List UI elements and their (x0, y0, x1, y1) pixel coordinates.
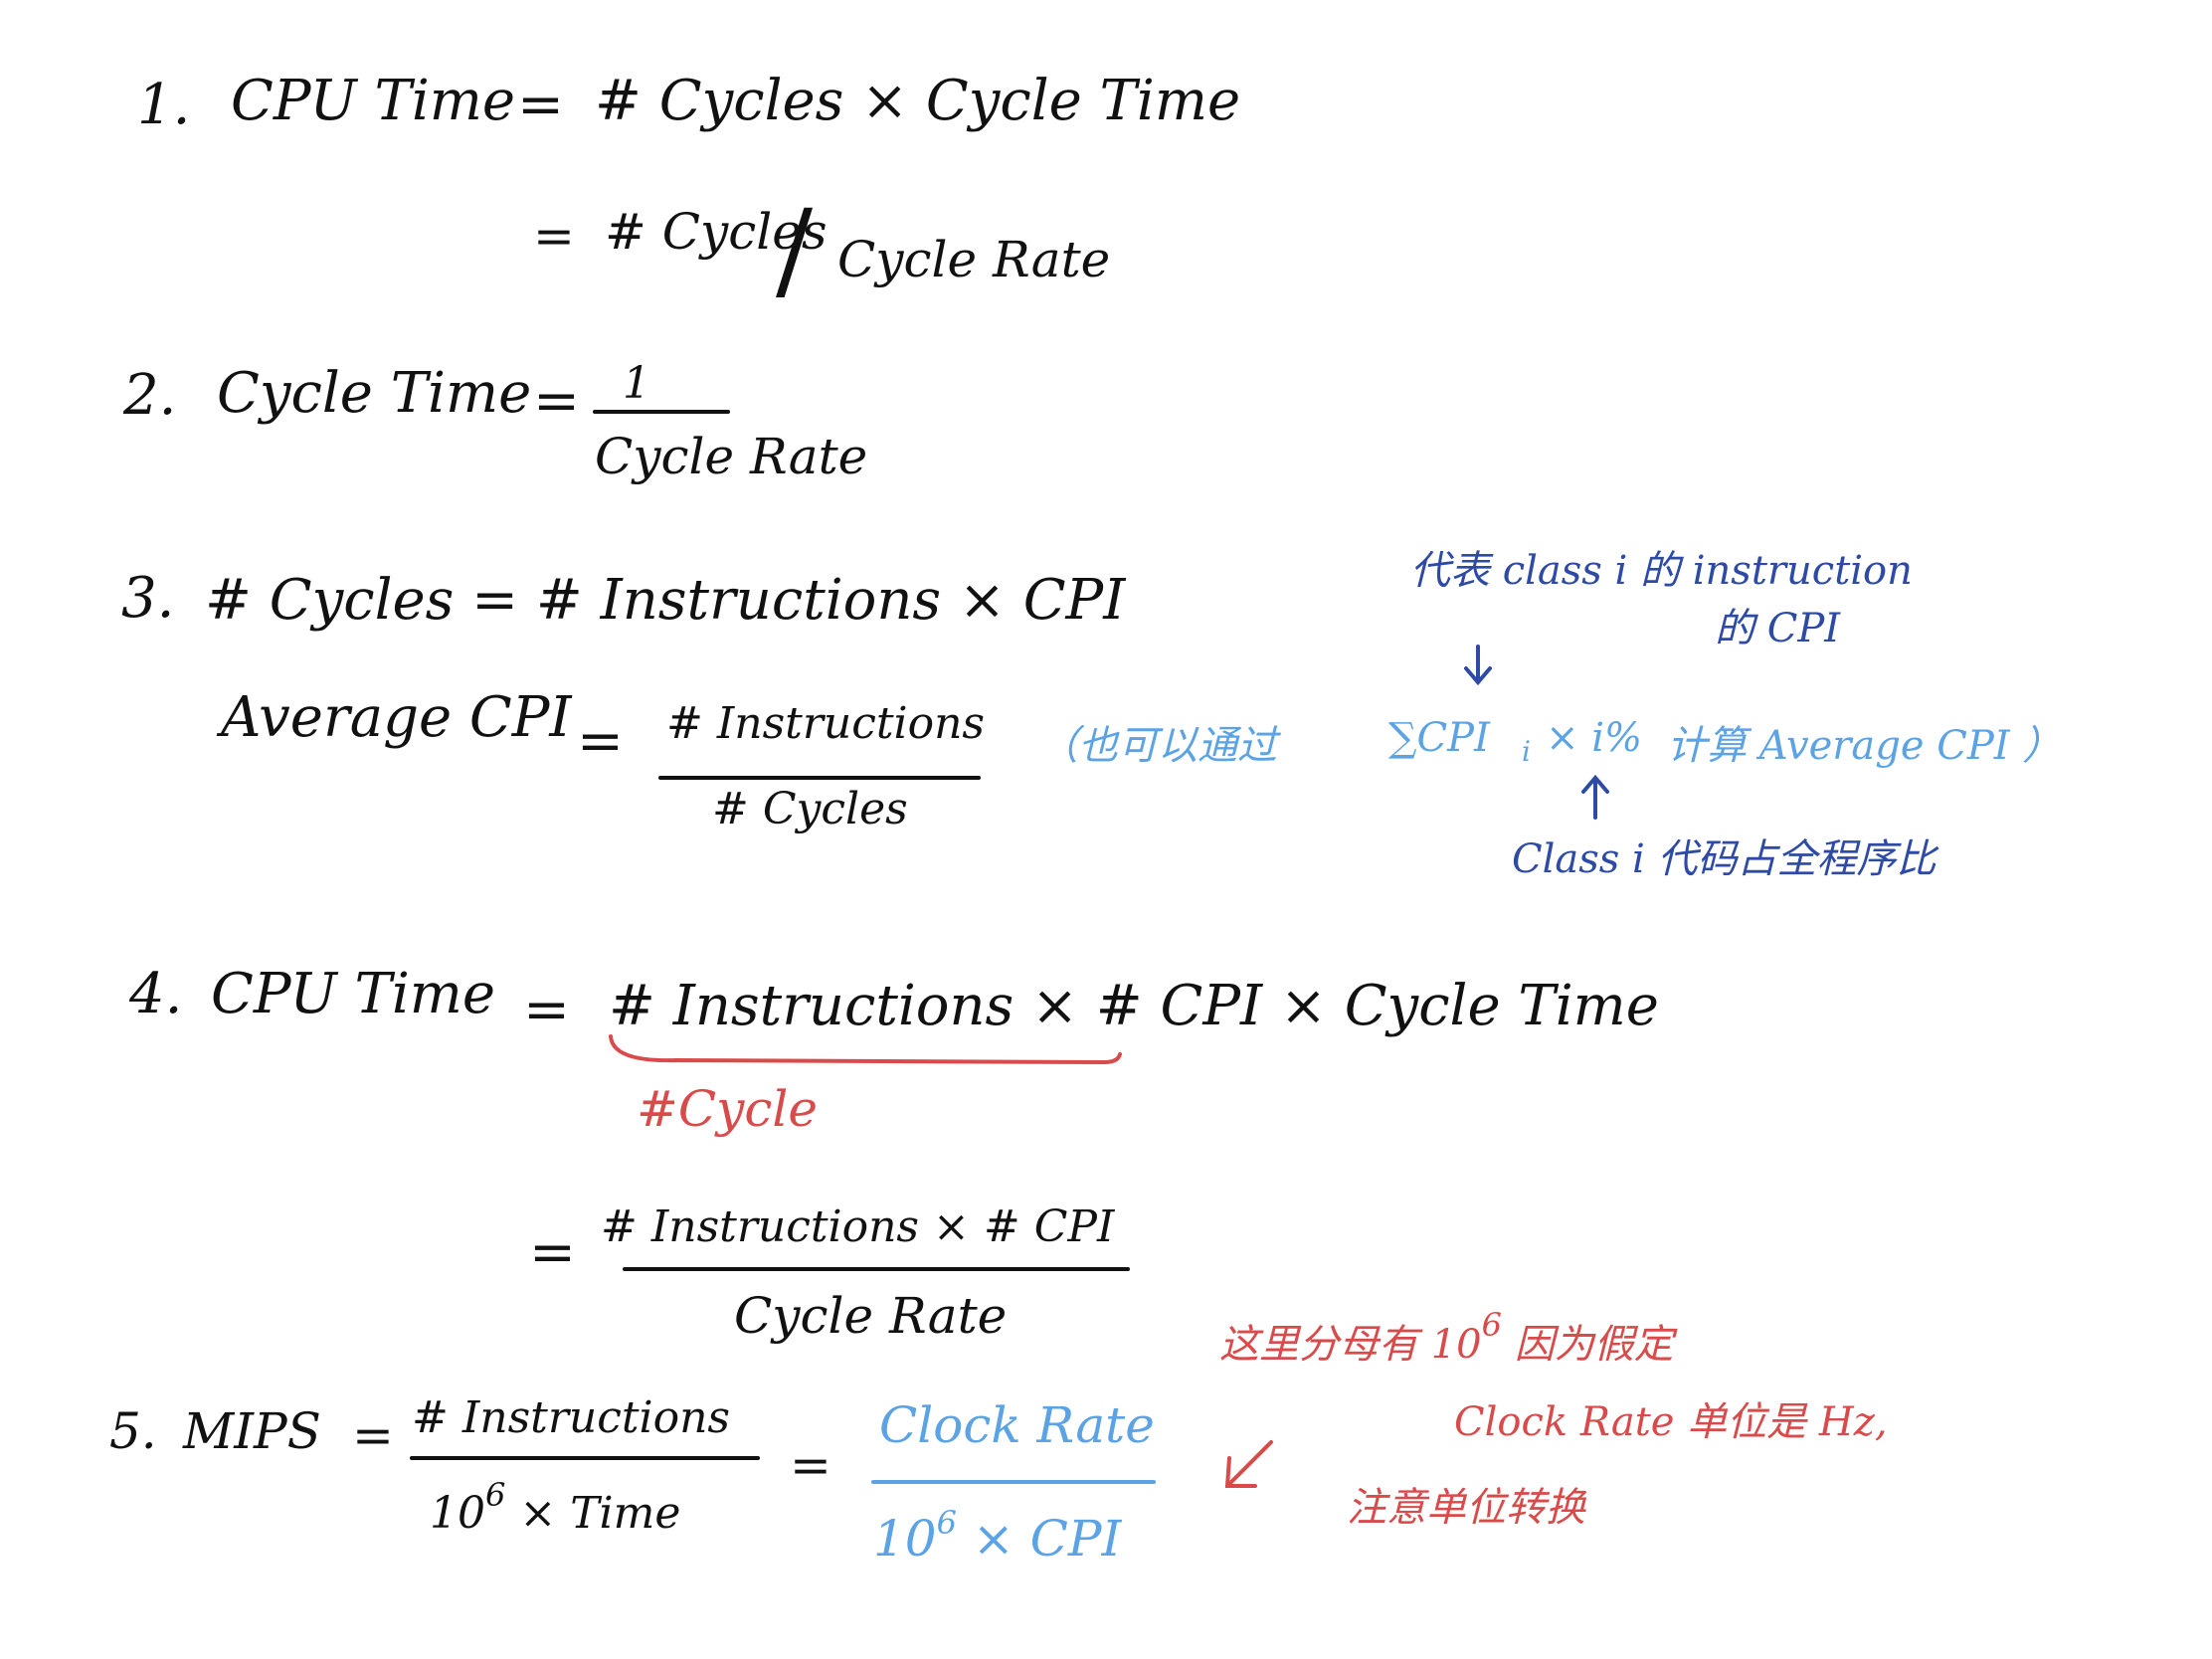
note5-line1: 这里分母有 106 因为假定 (1219, 1309, 1674, 1368)
f5-number: 5. (109, 1402, 157, 1460)
f1-cycles: # Cycles (605, 203, 828, 261)
f5-numerator: # Instructions (412, 1392, 731, 1443)
note3-sigma-cpi: ∑CPI (1388, 715, 1490, 761)
f5-denominator-2-rest: × CPI (972, 1510, 1122, 1567)
f2-fraction-bar (593, 410, 730, 414)
f3-average-lhs: Average CPI (221, 685, 572, 750)
f1-slash: / (776, 186, 814, 313)
f3-number: 3. (121, 566, 175, 631)
f5-denominator: 106 × Time (430, 1479, 680, 1536)
f2-numerator: 1 (623, 358, 650, 409)
f4-brace-label: #Cycle (637, 1080, 818, 1138)
f2-equals: = (533, 369, 580, 434)
f4-equals-2: = (529, 1220, 576, 1285)
f1-equals: = (517, 73, 564, 137)
note5-line1-a: 这里分母有 10 (1219, 1322, 1482, 1368)
f4-denominator: Cycle Rate (734, 1287, 1008, 1345)
f2-denominator: Cycle Rate (595, 428, 868, 485)
f4-equals: = (523, 978, 570, 1042)
pointer-arrow-icon (1224, 1440, 1273, 1488)
f5-fraction-bar-2 (871, 1480, 1156, 1484)
f5-equals: = (352, 1406, 394, 1464)
f5-lhs: MIPS (183, 1402, 321, 1460)
up-arrow-icon (1581, 774, 1609, 820)
f5-numerator-2: Clock Rate (879, 1396, 1155, 1454)
f1-lhs: CPU Time (231, 69, 516, 133)
f3-numerator: # Instructions (666, 698, 986, 749)
f3-equals: = (577, 709, 624, 774)
f4-fraction-bar (623, 1267, 1130, 1271)
note3-aside-close: 计算 Average CPI ） (1667, 723, 2063, 769)
f4-number: 4. (129, 962, 183, 1026)
f4-numerator: # Instructions × # CPI (601, 1201, 1115, 1252)
f5-denominator-2-exponent: 6 (936, 1504, 957, 1542)
cycle-underbrace (609, 1034, 1122, 1065)
f1-rhs: # Cycles × Cycle Time (595, 69, 1241, 133)
note5-line3: 注意单位转换 (1347, 1485, 1585, 1531)
f2-number: 2. (123, 363, 177, 428)
f5-denominator-base: 10 (430, 1488, 485, 1539)
note3-aside-open: （也可以通过 (1038, 723, 1277, 769)
f1-number: 1. (137, 73, 191, 137)
note3-times-percent: × i% (1546, 715, 1643, 761)
f3-line1: # Cycles = # Instructions × CPI (205, 568, 1126, 633)
f5-denominator-2: 106 × CPI (873, 1507, 1121, 1564)
f3-fraction-bar (658, 776, 981, 780)
note3-bottom: Class i 代码占全程序比 (1512, 836, 1936, 882)
note5-line1-exponent: 6 (1481, 1306, 1502, 1344)
f2-lhs: Cycle Time (217, 361, 532, 426)
f1-cycle-rate: Cycle Rate (837, 231, 1111, 288)
f4-lhs: CPU Time (211, 962, 496, 1026)
f5-equals-2: = (790, 1436, 831, 1494)
f5-denominator-2-base: 10 (873, 1510, 937, 1567)
note5-line1-b: 因为假定 (1501, 1322, 1674, 1368)
f5-denominator-rest: × Time (519, 1488, 681, 1539)
f5-fraction-bar (410, 1456, 760, 1460)
down-arrow-icon (1464, 645, 1492, 686)
f5-denominator-exponent: 6 (485, 1476, 506, 1514)
note3-subscript-i: i (1522, 735, 1531, 768)
note5-line2: Clock Rate 单位是 Hz, (1454, 1399, 1888, 1445)
f4-rhs: # Instructions × # CPI × Cycle Time (609, 974, 1659, 1038)
f3-denominator: # Cycles (712, 784, 908, 834)
note3-top-line2: 的 CPI (1715, 606, 1841, 651)
f1-equals-2: = (533, 207, 575, 265)
note3-top-line1: 代表 class i 的 instruction (1410, 548, 1913, 594)
